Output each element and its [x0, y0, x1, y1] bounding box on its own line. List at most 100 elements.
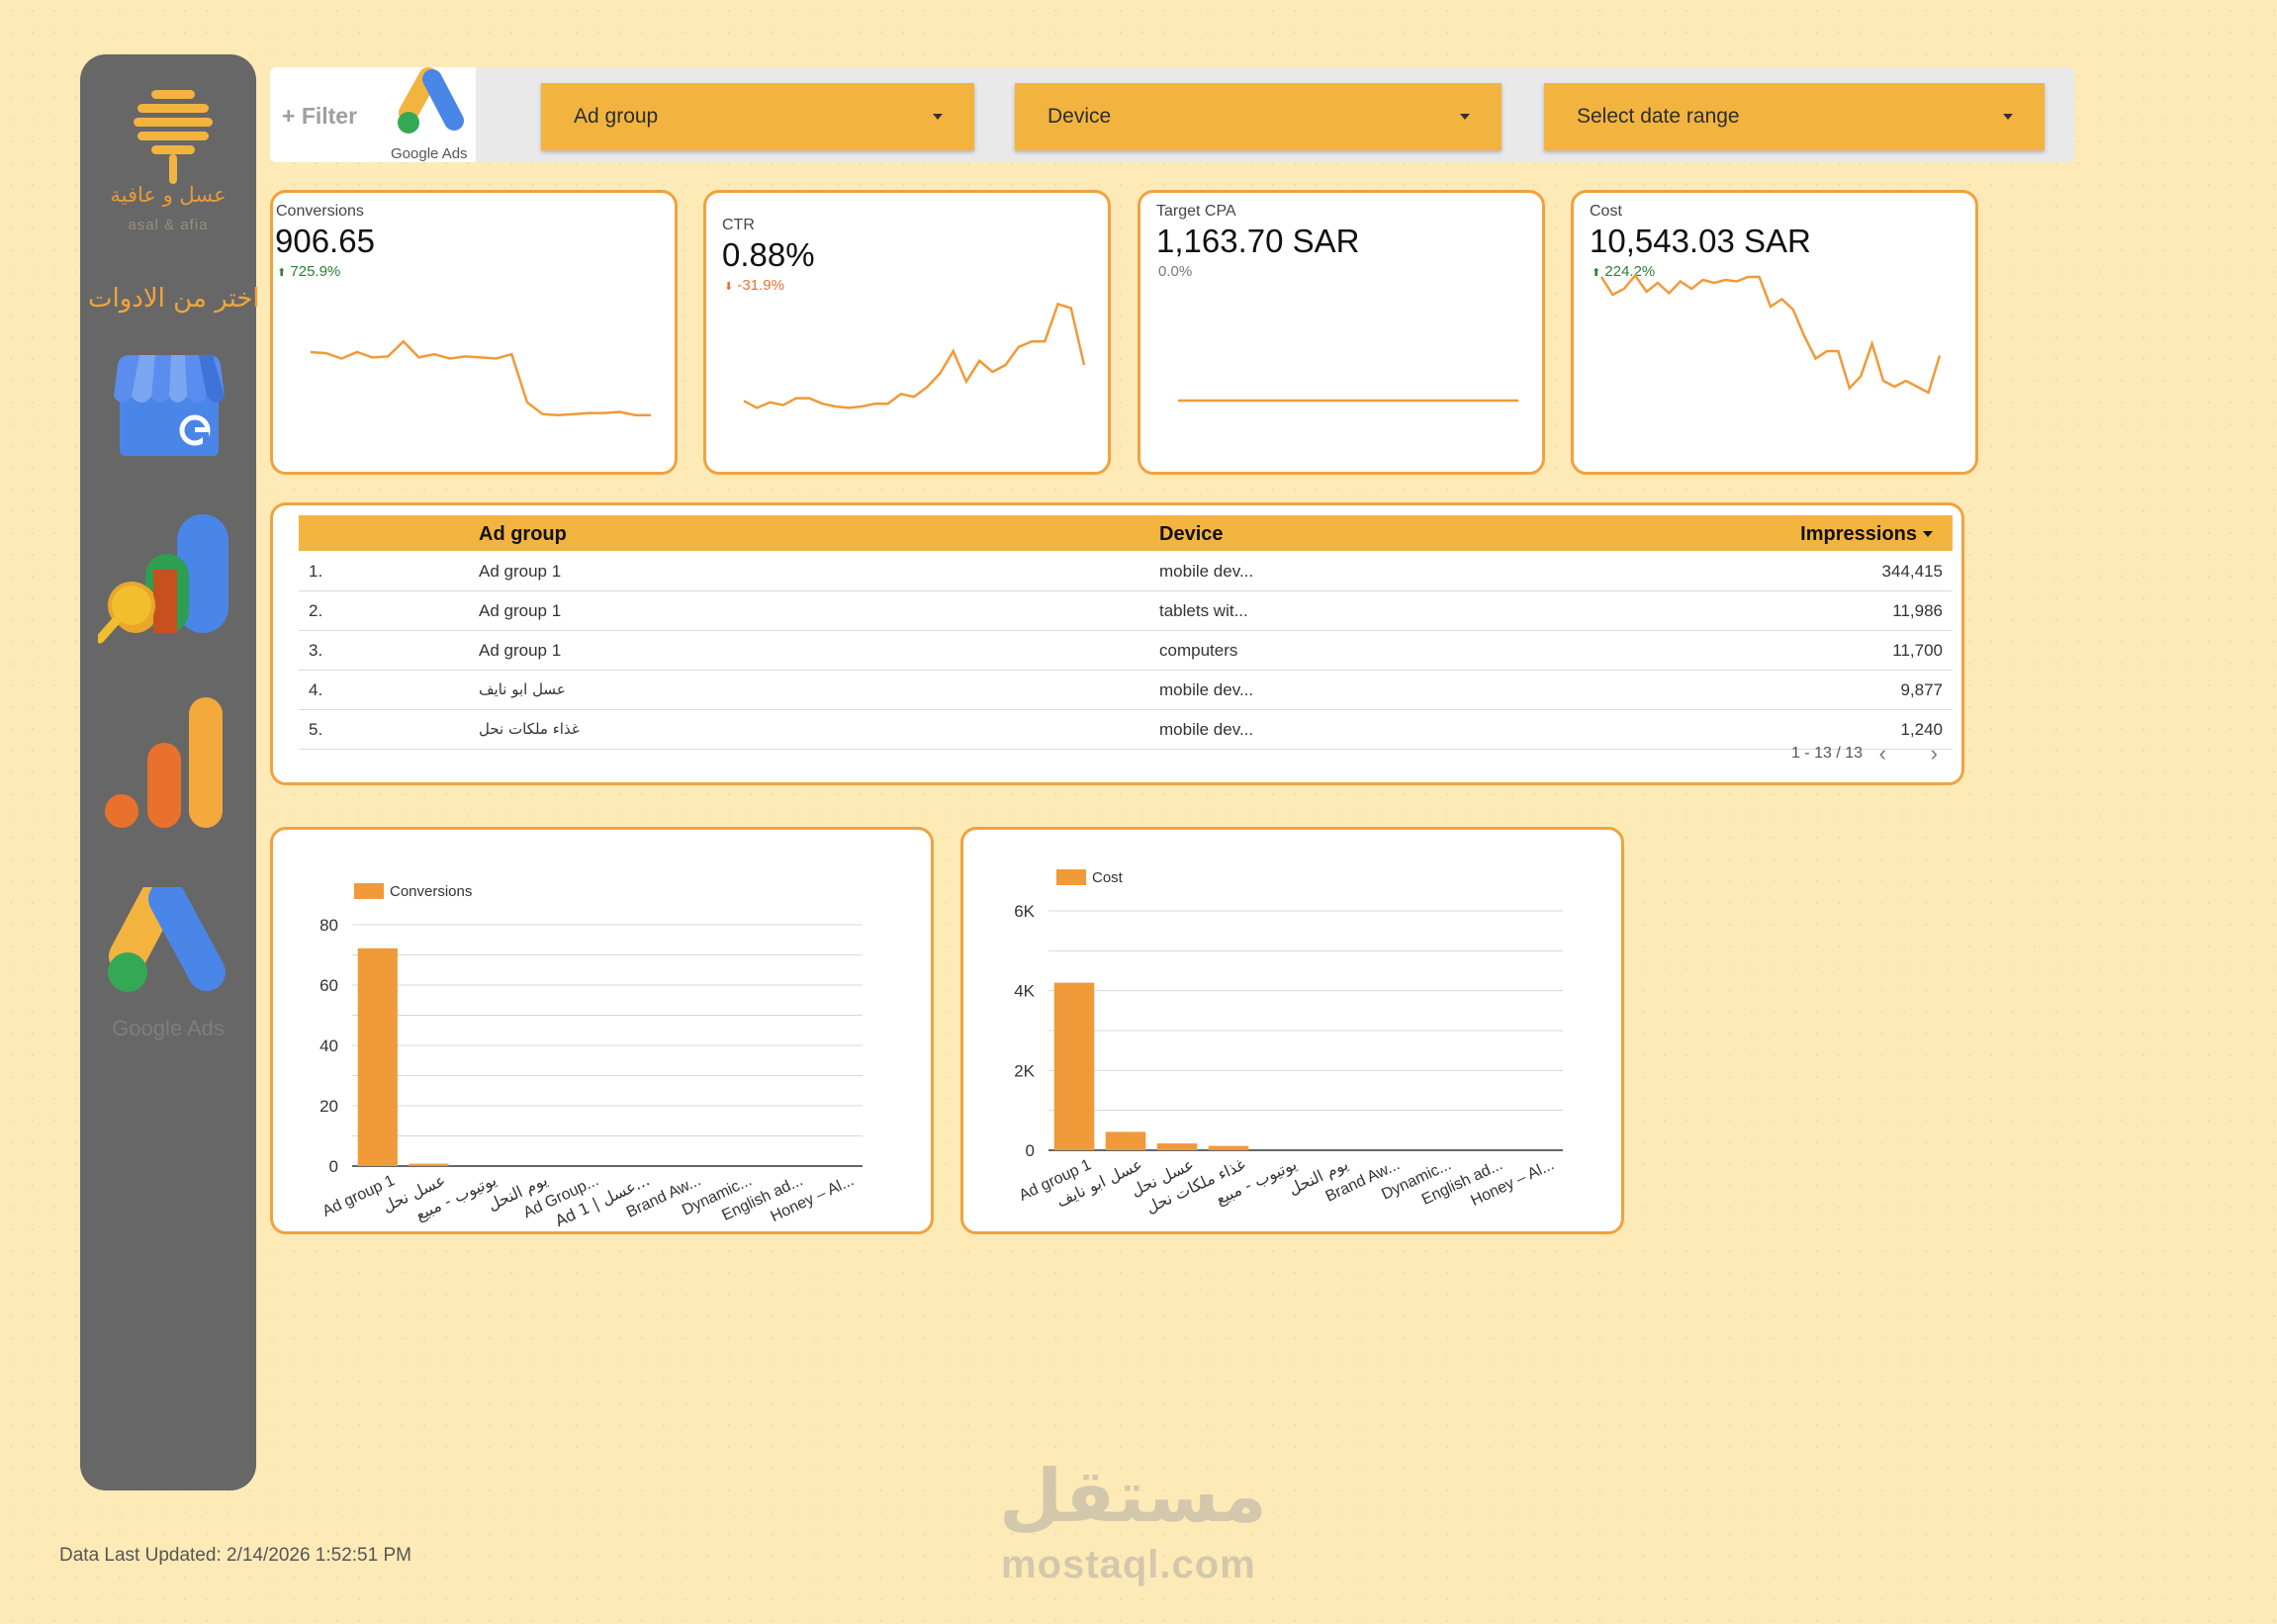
bar[interactable]	[357, 947, 398, 1166]
y-tick-label: 6K	[1014, 902, 1035, 921]
sparkline	[310, 339, 651, 417]
date-range-dropdown[interactable]: Select date range	[1544, 83, 2045, 150]
cell-impressions: 9,877	[1900, 680, 1943, 699]
y-tick-label: 20	[319, 1097, 338, 1116]
google-ads-label: Google Ads	[112, 1016, 225, 1040]
cell-impressions: 1,240	[1900, 720, 1943, 739]
column-header-ad-group[interactable]: Ad group	[479, 523, 567, 545]
kpi-value: 906.65	[275, 223, 375, 259]
kpi-delta-value: 224.2%	[1604, 263, 1656, 280]
tools-label: اختر من الادوات	[88, 284, 260, 314]
column-header-impressions[interactable]: Impressions	[1800, 523, 1917, 545]
device-dropdown[interactable]: Device	[1015, 83, 1502, 150]
ad-group-dropdown-label: Ad group	[574, 105, 659, 128]
filter-bar: + Filter Google Ads Ad group Device Sele…	[270, 67, 2074, 162]
cell-device: mobile dev...	[1159, 720, 1254, 739]
google-ads-icon[interactable]	[104, 887, 232, 1006]
kpi-delta: ⬇ -31.9%	[724, 277, 784, 294]
table-row[interactable]: 4. عسل ابو نايف mobile dev... 9,877	[299, 670, 1953, 710]
row-number: 5.	[309, 720, 323, 739]
pagination-label: 1 - 13 / 13	[1790, 745, 1863, 762]
column-header-device[interactable]: Device	[1159, 523, 1224, 545]
add-filter-button[interactable]: + Filter Google Ads	[270, 67, 476, 162]
sort-desc-icon[interactable]	[1923, 531, 1933, 537]
chevron-down-icon	[2003, 114, 2013, 120]
google-ads-logo-label: Google Ads	[391, 145, 468, 162]
kpi-card-conversions: Conversions 906.65 ⬆ 725.9%	[270, 190, 678, 475]
y-tick-label: 80	[319, 916, 338, 935]
sparkline	[1178, 399, 1518, 403]
google-my-business-icon[interactable]	[114, 351, 225, 460]
kpi-label: Cost	[1590, 203, 1622, 220]
legend-swatch	[1056, 869, 1086, 885]
row-number: 3.	[309, 641, 323, 660]
cell-ad-group: Ad group 1	[479, 562, 562, 581]
kpi-delta: 0.0%	[1158, 263, 1192, 280]
table-row[interactable]: 2. Ad group 1 tablets wit... 11,986	[299, 590, 1953, 631]
honey-dipper-logo-icon	[134, 90, 213, 184]
kpi-delta: ⬆ 224.2%	[1592, 263, 1655, 280]
watermark-arabic: مستقل	[999, 1454, 1267, 1539]
cell-device: tablets wit...	[1159, 601, 1248, 620]
prev-page-icon[interactable]: ‹	[1878, 741, 1886, 766]
kpi-delta-value: 0.0%	[1158, 263, 1193, 280]
sparkline	[743, 302, 1086, 409]
row-number: 2.	[309, 601, 323, 620]
bar[interactable]	[409, 1163, 449, 1166]
kpi-delta-value: 725.9%	[290, 263, 341, 280]
google-analytics-icon[interactable]	[102, 687, 240, 836]
bar[interactable]	[1208, 1145, 1249, 1150]
filter-label: + Filter	[282, 103, 358, 129]
bar[interactable]	[1105, 1131, 1146, 1150]
cost-bar-chart: Cost 0 2K 4K 6K Ad group 1 عسل ابو نايف عسل نح…	[960, 827, 1624, 1234]
row-number: 4.	[309, 680, 323, 699]
kpi-delta-value: -31.9%	[737, 277, 784, 294]
sparkline-series	[1599, 273, 1942, 395]
next-page-icon[interactable]: ›	[1930, 741, 1938, 766]
kpi-card-target-cpa: Target CPA 1,163.70 SAR 0.0%	[1138, 190, 1545, 475]
ad-group-dropdown[interactable]: Ad group	[541, 83, 974, 150]
kpi-label: CTR	[722, 217, 755, 233]
cell-ad-group: Ad group 1	[479, 641, 562, 660]
table-header: Ad group Device Impressions	[299, 515, 1953, 551]
delta-arrow-icon: ⬆	[277, 267, 287, 279]
sidebar: عسل و عافية asal & afia اختر من الادوات …	[80, 54, 260, 1490]
sparkline-series	[743, 302, 1086, 409]
cell-device: mobile dev...	[1159, 680, 1254, 699]
cell-device: mobile dev...	[1159, 562, 1254, 581]
kpi-card-cost: Cost 10,543.03 SAR ⬆ 224.2%	[1571, 190, 1978, 475]
chevron-down-icon	[933, 114, 943, 120]
bar[interactable]	[1156, 1143, 1198, 1150]
table-row[interactable]: 5. غذاء ملكات نحل mobile dev... 1,240	[299, 709, 1953, 750]
data-last-updated: Data Last Updated: 2/14/2026 1:52:51 PM	[59, 1545, 411, 1566]
ad-group-table: Ad group Device Impressions 1. Ad group 1…	[270, 502, 1964, 785]
kpi-label: Conversions	[276, 203, 364, 220]
google-search-console-icon[interactable]	[98, 514, 236, 658]
kpi-card-ctr: CTR 0.88% ⬇ -31.9%	[703, 190, 1111, 475]
sparkline-series	[310, 339, 651, 417]
google-ads-logo-icon	[398, 67, 464, 134]
brand-name-english: asal & afia	[128, 217, 209, 233]
delta-arrow-icon: ⬇	[724, 281, 734, 293]
cell-impressions: 11,986	[1892, 601, 1943, 620]
legend-label: Conversions	[390, 883, 473, 900]
y-tick-label: 4K	[1014, 982, 1035, 1001]
cell-ad-group: Ad group 1	[479, 601, 562, 620]
device-dropdown-label: Device	[1047, 105, 1112, 128]
table-row[interactable]: 3. Ad group 1 computers 11,700	[299, 630, 1953, 671]
date-range-dropdown-label: Select date range	[1577, 105, 1740, 128]
bar[interactable]	[1053, 982, 1095, 1150]
brand-name-arabic: عسل و عافية	[110, 183, 227, 207]
delta-arrow-icon: ⬆	[1592, 267, 1601, 279]
conversions-bar-chart: Conversions 0 20 40 60 80 Ad group 1 عسل نحل يو…	[270, 827, 934, 1234]
kpi-delta: ⬆ 725.9%	[277, 263, 340, 280]
sparkline	[1599, 273, 1942, 395]
cell-ad-group: غذاء ملكات نحل	[479, 720, 580, 738]
cell-device: computers	[1159, 641, 1238, 660]
kpi-label: Target CPA	[1156, 203, 1236, 220]
cell-ad-group: عسل ابو نايف	[479, 680, 566, 698]
cell-impressions: 11,700	[1892, 641, 1943, 660]
table-row[interactable]: 1. Ad group 1 mobile dev... 344,415	[299, 551, 1953, 591]
